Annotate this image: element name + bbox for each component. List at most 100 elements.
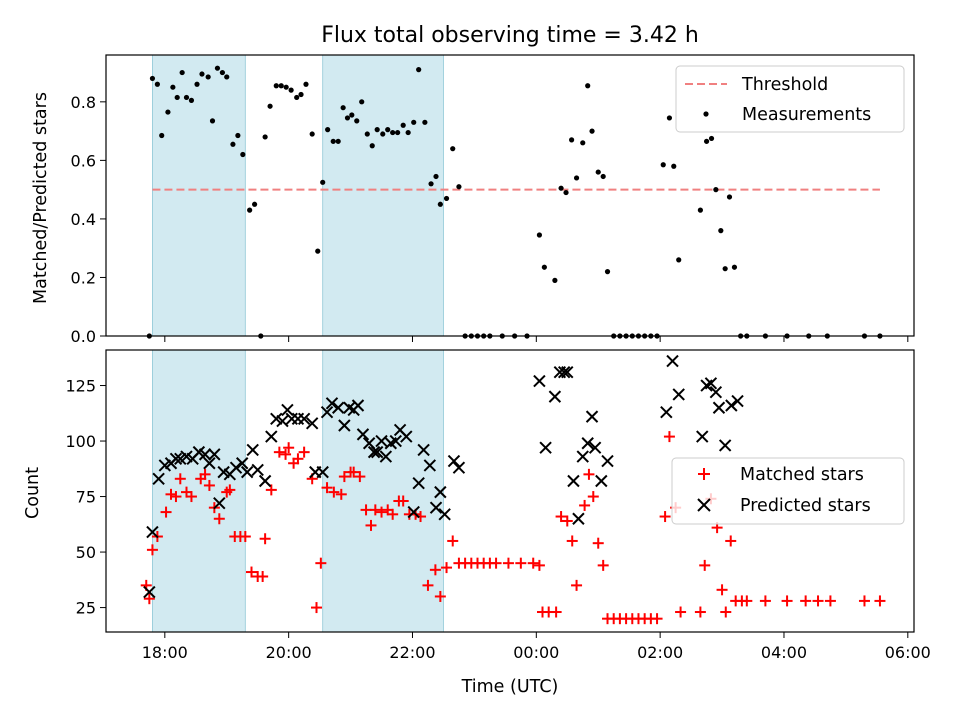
- measurement-point: [154, 81, 160, 87]
- predicted-star-point: [229, 461, 243, 474]
- measurement-point: [325, 127, 331, 133]
- measurement-point: [385, 127, 391, 133]
- matched-star-point: [335, 488, 347, 500]
- top-y-tick-label: 0.4: [71, 210, 96, 229]
- predicted-star-point: [548, 390, 562, 403]
- measurement-point: [443, 195, 450, 202]
- predicted-stars-layer: [143, 354, 744, 599]
- bottom-y-tick-label: 75: [76, 488, 96, 507]
- measurement-point: [569, 137, 575, 143]
- measurement-point: [170, 84, 176, 90]
- x-tick-label: 22:00: [389, 643, 435, 662]
- measurement-point: [573, 175, 580, 181]
- predicted-star-point: [265, 430, 278, 443]
- matched-star-point: [694, 606, 706, 618]
- top-legend: Threshold Measurements: [675, 65, 905, 133]
- matched-star-point: [397, 495, 409, 507]
- matched-star-point: [224, 484, 236, 496]
- matched-star-point: [422, 579, 434, 591]
- predicted-star-point: [351, 399, 365, 412]
- matched-star-point: [429, 564, 441, 576]
- bottom-plot-frame: [105, 349, 915, 633]
- measurement-point: [230, 141, 236, 147]
- matched-star-point: [165, 488, 177, 500]
- matched-star-point: [533, 559, 545, 571]
- measurement-point: [718, 228, 724, 234]
- predicted-star-point: [539, 441, 552, 454]
- measurement-point: [437, 201, 443, 207]
- measurement-point: [309, 131, 315, 137]
- matched-star-point: [663, 431, 675, 443]
- predicted-star-point: [666, 354, 679, 368]
- matched-star-point: [292, 453, 304, 465]
- matched-star-point: [555, 511, 567, 523]
- measurement-point: [416, 67, 422, 73]
- predicted-star-point: [731, 394, 744, 408]
- matched-star-point: [315, 557, 327, 569]
- matched-star-point: [143, 593, 155, 605]
- matched-star-point: [298, 446, 310, 458]
- matched-star-point: [597, 559, 609, 571]
- matched-star-point: [338, 471, 350, 483]
- measurement-point: [541, 264, 547, 270]
- measurement-point: [267, 103, 273, 109]
- measurement-point: [149, 75, 156, 82]
- measurement-point: [456, 184, 462, 190]
- matched-star-point: [561, 515, 573, 527]
- predicted-legend-marker: [697, 498, 711, 512]
- matched-star-point: [502, 557, 514, 569]
- measurement-point: [400, 122, 406, 128]
- top-y-tick-label: 0.2: [71, 268, 96, 287]
- predicted-star-point: [588, 441, 602, 454]
- matched-star-point: [387, 508, 399, 520]
- predicted-star-point: [429, 501, 443, 514]
- measurement-point: [604, 269, 611, 275]
- predicted-star-point: [246, 443, 259, 457]
- measurement-point: [262, 134, 268, 140]
- predicted-star-point: [320, 405, 334, 419]
- measurement-point: [214, 65, 221, 71]
- matched-star-point: [447, 535, 459, 547]
- matched-star-point: [265, 484, 277, 496]
- matched-star-point: [583, 468, 595, 480]
- predicted-star-point: [434, 485, 447, 499]
- predicted-star-point: [423, 459, 437, 472]
- measurement-point: [600, 173, 606, 180]
- predicted-star-point: [407, 505, 420, 519]
- measurement-point: [589, 128, 595, 134]
- predicted-star-point: [356, 428, 370, 441]
- x-tick-label: 02:00: [637, 643, 683, 662]
- measurements-legend-label: Measurements: [742, 105, 871, 125]
- shaded-interval: [322, 54, 444, 337]
- bottom-y-tick-label: 100: [65, 432, 96, 451]
- predicted-star-point: [143, 585, 156, 599]
- matched-star-point: [592, 537, 604, 549]
- predicted-star-point: [585, 410, 599, 423]
- x-tick-label: 04:00: [761, 643, 807, 662]
- matched-star-point: [651, 613, 663, 625]
- measurement-point: [422, 119, 428, 125]
- top-y-tick-label: 0.6: [71, 151, 96, 170]
- measurement-point: [558, 185, 564, 191]
- predicted-star-point: [325, 397, 339, 410]
- measurement-point: [320, 179, 326, 185]
- measurement-point: [703, 138, 710, 144]
- matched-star-point: [550, 606, 562, 618]
- matched-star-point: [515, 557, 527, 569]
- measurements-legend-marker: [703, 111, 709, 117]
- predicted-star-point: [375, 434, 388, 448]
- measurement-point: [450, 146, 456, 152]
- top-y-tick-label: 0.0: [71, 327, 96, 346]
- bottom-y-tick-label: 125: [65, 377, 96, 396]
- predicted-star-point: [696, 430, 709, 443]
- top-y-tick-label: 0.8: [71, 93, 96, 112]
- shaded-interval: [152, 349, 246, 633]
- matched-star-point: [203, 479, 215, 491]
- matched-star-point: [259, 533, 271, 545]
- x-tick-label: 06:00: [885, 643, 931, 662]
- measurement-point: [165, 109, 171, 115]
- matched-star-point: [321, 482, 333, 494]
- measurement-point: [298, 91, 304, 98]
- measurement-point: [428, 181, 434, 187]
- matched-star-point: [579, 499, 591, 511]
